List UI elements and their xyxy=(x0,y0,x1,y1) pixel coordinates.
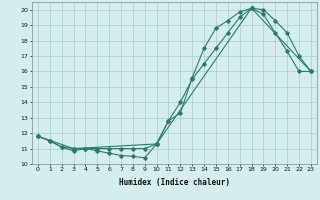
X-axis label: Humidex (Indice chaleur): Humidex (Indice chaleur) xyxy=(119,178,230,187)
